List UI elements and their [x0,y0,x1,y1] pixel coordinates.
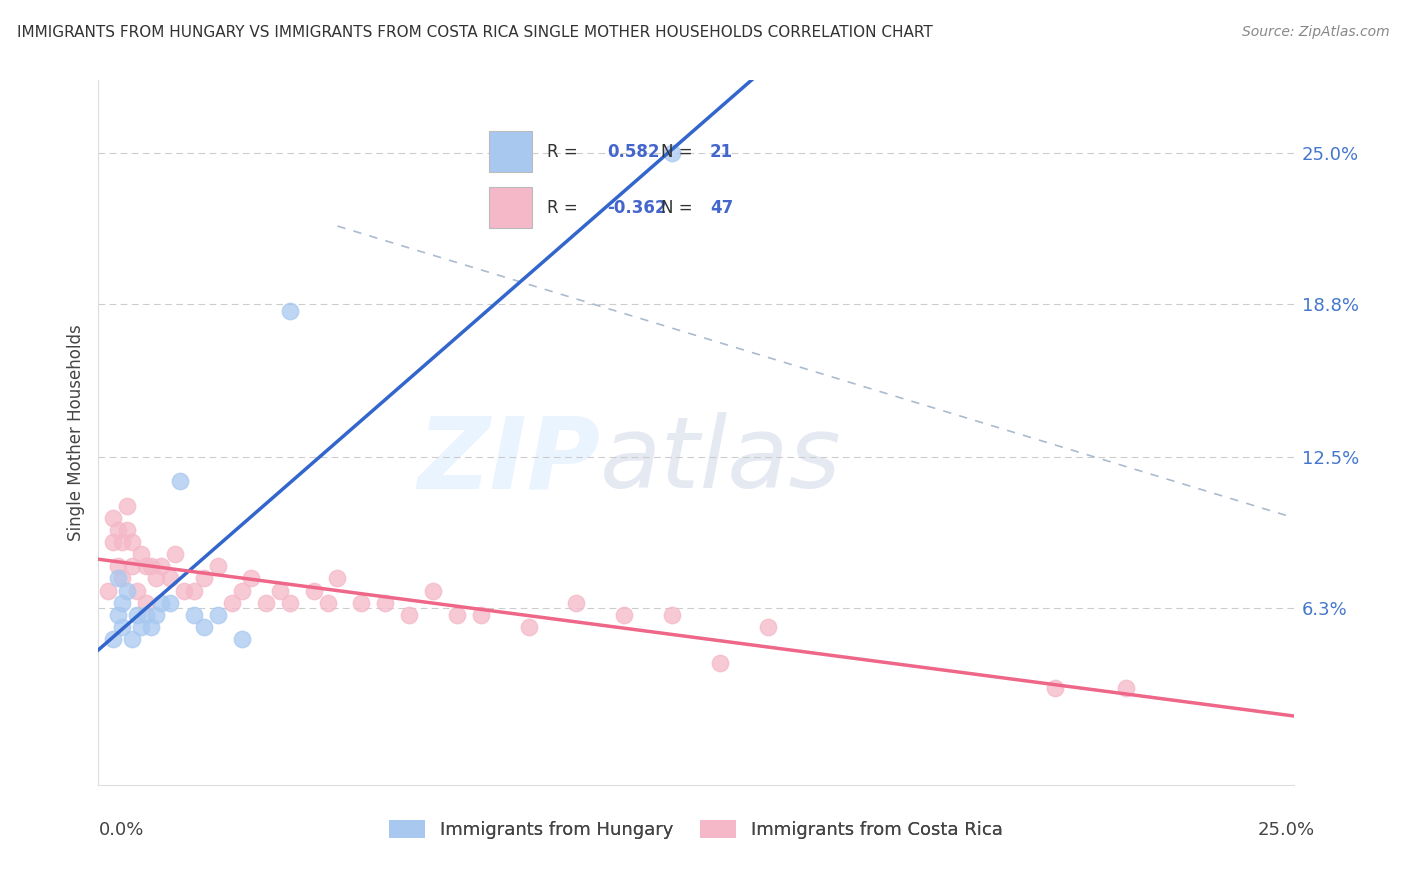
Point [101,535,124,549]
Point [350,596,373,610]
Point [1115,681,1137,695]
Point [183,583,205,598]
Point [278,596,301,610]
Point [193,571,215,585]
Point [111,620,134,634]
Point [1043,681,1066,695]
Legend: Immigrants from Hungary, Immigrants from Costa Rica: Immigrants from Hungary, Immigrants from… [382,813,1010,847]
Point [422,583,444,598]
Point [149,559,172,574]
Point [107,523,129,537]
Point [111,596,134,610]
Point [565,596,588,610]
Point [709,657,731,671]
Point [115,499,138,513]
Point [254,596,277,610]
Y-axis label: Single Mother Households: Single Mother Households [66,325,84,541]
Point [121,535,143,549]
Point [139,559,162,574]
Text: Source: ZipAtlas.com: Source: ZipAtlas.com [1241,25,1389,39]
Point [121,632,143,647]
Point [135,607,157,622]
Point [278,304,301,318]
Text: 25.0%: 25.0% [1257,821,1315,838]
Point [107,607,129,622]
Point [661,607,683,622]
Point [135,559,157,574]
Point [101,632,124,647]
Point [125,583,148,598]
Text: ZIP: ZIP [418,412,600,509]
Point [207,607,229,622]
Point [193,620,215,634]
Point [131,547,153,561]
Point [121,559,143,574]
Point [326,571,349,585]
Point [115,523,138,537]
Point [169,474,191,488]
Point [269,583,291,598]
Point [131,620,153,634]
Point [111,535,134,549]
Point [221,596,243,610]
Point [163,547,186,561]
Point [756,620,779,634]
Point [145,571,167,585]
Point [101,510,124,524]
Point [183,607,205,622]
Point [446,607,468,622]
Point [115,583,138,598]
Point [517,620,540,634]
Point [470,607,492,622]
Point [302,583,325,598]
Point [135,596,157,610]
Point [173,583,195,598]
Point [145,607,167,622]
Point [240,571,263,585]
Point [374,596,396,610]
Point [661,146,683,161]
Point [159,596,181,610]
Text: IMMIGRANTS FROM HUNGARY VS IMMIGRANTS FROM COSTA RICA SINGLE MOTHER HOUSEHOLDS C: IMMIGRANTS FROM HUNGARY VS IMMIGRANTS FR… [17,25,932,40]
Point [97,583,120,598]
Point [159,571,181,585]
Text: 0.0%: 0.0% [98,821,143,838]
Point [111,571,134,585]
Point [398,607,420,622]
Point [107,559,129,574]
Point [125,607,148,622]
Point [139,620,162,634]
Point [613,607,636,622]
Point [207,559,229,574]
Point [107,571,129,585]
Point [231,583,253,598]
Point [316,596,339,610]
Point [231,632,253,647]
Point [149,596,172,610]
Text: atlas: atlas [600,412,842,509]
